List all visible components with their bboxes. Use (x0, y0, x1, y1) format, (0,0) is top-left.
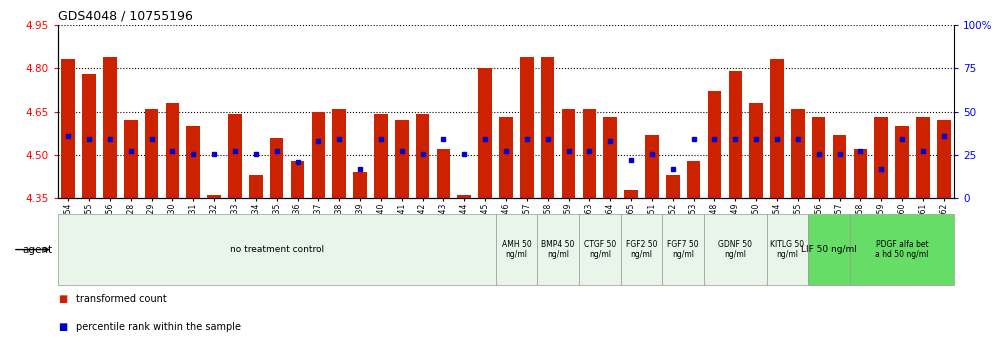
Bar (662, 214, 704, 285)
Text: ■: ■ (58, 322, 67, 332)
Bar (124, 120, 137, 198)
Text: ■: ■ (58, 294, 67, 304)
Bar (583, 109, 597, 198)
Bar (395, 120, 408, 198)
Text: AMH 50
ng/ml: AMH 50 ng/ml (502, 240, 531, 259)
Bar (83, 74, 96, 198)
Bar (621, 214, 662, 285)
Text: FGF2 50
ng/ml: FGF2 50 ng/ml (625, 240, 657, 259)
Bar (808, 214, 850, 285)
Bar (457, 195, 471, 198)
Text: agent: agent (23, 245, 53, 255)
Bar (687, 161, 700, 198)
Bar (270, 138, 284, 198)
Bar (770, 59, 784, 198)
Bar (58, 214, 496, 285)
Bar (249, 175, 263, 198)
Bar (874, 117, 888, 198)
Bar (165, 103, 179, 198)
Text: transformed count: transformed count (76, 294, 166, 304)
Text: percentile rank within the sample: percentile rank within the sample (76, 322, 241, 332)
Text: GDS4048 / 10755196: GDS4048 / 10755196 (58, 9, 192, 22)
Bar (228, 114, 242, 198)
Bar (704, 214, 767, 285)
Bar (333, 109, 346, 198)
Bar (354, 172, 367, 198)
Bar (916, 117, 929, 198)
Bar (645, 135, 658, 198)
Bar (312, 112, 325, 198)
Bar (144, 109, 158, 198)
Bar (374, 114, 387, 198)
Bar (579, 214, 621, 285)
Bar (562, 109, 576, 198)
Text: FGF7 50
ng/ml: FGF7 50 ng/ml (667, 240, 699, 259)
Text: no treatment control: no treatment control (230, 245, 324, 254)
Bar (496, 214, 537, 285)
Text: GDNF 50
ng/ml: GDNF 50 ng/ml (718, 240, 752, 259)
Bar (707, 91, 721, 198)
Bar (104, 57, 117, 198)
Bar (895, 126, 908, 198)
Bar (62, 59, 75, 198)
Bar (850, 214, 954, 285)
Bar (749, 103, 763, 198)
Text: LIF 50 ng/ml: LIF 50 ng/ml (801, 245, 857, 254)
Text: KITLG 50
ng/ml: KITLG 50 ng/ml (770, 240, 805, 259)
Bar (520, 57, 534, 198)
Bar (833, 135, 847, 198)
Bar (478, 68, 492, 198)
Text: PDGF alfa bet
a hd 50 ng/ml: PDGF alfa bet a hd 50 ng/ml (875, 240, 928, 259)
Bar (728, 71, 742, 198)
Bar (291, 161, 305, 198)
Bar (624, 190, 637, 198)
Bar (186, 126, 200, 198)
Bar (436, 149, 450, 198)
Bar (854, 149, 868, 198)
Bar (541, 57, 555, 198)
Bar (767, 214, 808, 285)
Bar (499, 117, 513, 198)
Text: CTGF 50
ng/ml: CTGF 50 ng/ml (584, 240, 616, 259)
Bar (812, 117, 826, 198)
Bar (937, 120, 950, 198)
Bar (537, 214, 579, 285)
Bar (604, 117, 617, 198)
Bar (666, 175, 679, 198)
Bar (415, 114, 429, 198)
Bar (791, 109, 805, 198)
Bar (207, 195, 221, 198)
Text: BMP4 50
ng/ml: BMP4 50 ng/ml (542, 240, 575, 259)
